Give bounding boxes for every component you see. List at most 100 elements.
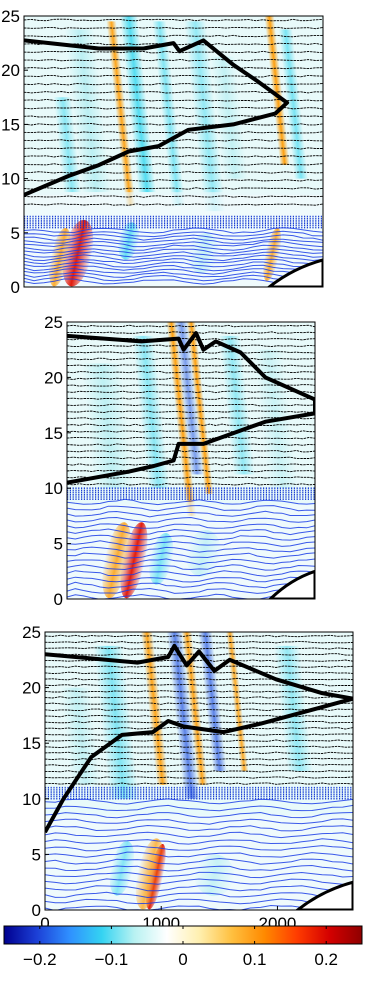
field-stripe — [186, 322, 214, 494]
field-stripe — [198, 632, 227, 771]
upper-streamline — [24, 58, 323, 62]
upper-streamline — [67, 397, 315, 400]
upper-streamline — [45, 745, 353, 748]
field-stripe — [273, 645, 313, 772]
lower-streamline — [67, 516, 315, 523]
lower-streamline — [67, 498, 315, 506]
field-blob — [188, 233, 219, 274]
field-stripe — [106, 21, 136, 206]
upper-streamline — [24, 115, 323, 118]
field-stripe — [166, 632, 200, 799]
lower-streamline — [24, 241, 323, 248]
lower-streamline — [67, 540, 315, 547]
y-tick-label: 15 — [1, 115, 20, 134]
upper-streamline — [45, 714, 353, 718]
x-tick-label: 0 — [40, 914, 49, 933]
upper-streamline — [24, 18, 323, 22]
y-tick-label: 20 — [1, 61, 20, 80]
y-tick-label: 25 — [22, 623, 41, 642]
upper-streamline — [24, 123, 323, 126]
lower-streamline — [24, 227, 323, 234]
upper-streamline — [67, 364, 315, 367]
upper-streamline — [67, 351, 315, 354]
upper-streamline — [24, 163, 323, 166]
lower-streamline — [45, 811, 353, 819]
field-stripe — [264, 16, 290, 166]
lower-streamline — [45, 818, 353, 825]
field-stripe — [225, 632, 249, 771]
colorbar: −0.2 −0.1 0 0.1 0.2 — [3, 925, 363, 969]
lower-streamline — [24, 274, 323, 282]
upper-streamline — [45, 671, 353, 675]
upper-streamline — [45, 782, 353, 785]
lower-streamline — [24, 230, 323, 238]
lower-streamline — [67, 552, 315, 559]
lower-streamline — [67, 510, 315, 518]
upper-streamline — [24, 147, 323, 150]
upper-streamline — [67, 324, 315, 328]
upper-streamline — [45, 653, 353, 656]
field-blob — [102, 522, 131, 599]
lower-streamline — [67, 564, 315, 571]
upper-streamline — [45, 763, 353, 767]
y-tick-label: 5 — [11, 224, 20, 243]
lower-streamline — [45, 878, 353, 885]
y-tick-label: 0 — [54, 590, 63, 609]
lower-streamline — [45, 824, 353, 832]
upper-streamline — [24, 195, 323, 198]
panel-2: 0 5 10 15 20 25 — [44, 313, 316, 609]
upper-streamline — [67, 377, 315, 380]
lower-streamline — [45, 857, 353, 865]
bold-contour — [24, 38, 290, 197]
lower-streamline — [45, 831, 353, 839]
upper-streamline — [24, 155, 323, 158]
bold-contour — [67, 331, 315, 485]
upper-streamline — [24, 203, 323, 206]
y-tick-label: 10 — [22, 790, 41, 809]
upper-streamline — [45, 739, 353, 742]
lower-streamline — [45, 798, 353, 805]
colorbar-tick-label: 0.1 — [243, 950, 267, 969]
lower-streamline — [45, 838, 353, 845]
upper-streamline — [45, 727, 353, 730]
y-tick-label: 25 — [1, 7, 20, 26]
upper-streamline — [45, 757, 353, 761]
upper-streamline — [45, 684, 353, 687]
field-blob — [186, 529, 221, 577]
lower-streamline — [24, 261, 323, 268]
lower-streamline — [45, 851, 353, 858]
colorbar-tick-label: 0 — [178, 950, 187, 969]
y-tick-label: 0 — [11, 278, 20, 297]
lower-streamline — [45, 898, 353, 905]
upper-streamline — [67, 469, 315, 473]
upper-streamline — [24, 179, 323, 182]
upper-streamline — [45, 690, 353, 693]
upper-streamline — [45, 770, 353, 773]
upper-streamline — [24, 107, 323, 110]
upper-streamline — [67, 403, 315, 407]
lower-streamline — [67, 528, 315, 536]
field-blob — [120, 522, 148, 599]
field-stripe — [278, 29, 309, 179]
colorbar-tick-label: 0.2 — [314, 950, 338, 969]
panel-1-field — [24, 16, 323, 287]
panel-1: 0 5 10 15 20 25 — [1, 7, 324, 297]
bottom-topography — [268, 569, 315, 599]
upper-streamline — [67, 456, 315, 460]
y-tick-label: 10 — [44, 479, 63, 498]
upper-streamline — [67, 430, 315, 433]
lower-streamline — [45, 845, 353, 852]
upper-streamline — [67, 331, 315, 334]
upper-streamline — [67, 410, 315, 413]
upper-streamline — [24, 83, 323, 86]
lower-streamline — [24, 248, 323, 255]
lower-streamline — [24, 244, 323, 251]
upper-streamline — [45, 696, 353, 699]
bold-contour — [45, 643, 353, 834]
lower-streamline — [45, 885, 353, 892]
lower-streamline — [67, 587, 315, 594]
panel-3-field — [45, 632, 353, 910]
upper-streamline — [67, 482, 315, 486]
lower-streamline — [24, 258, 323, 265]
upper-streamline — [24, 131, 323, 134]
